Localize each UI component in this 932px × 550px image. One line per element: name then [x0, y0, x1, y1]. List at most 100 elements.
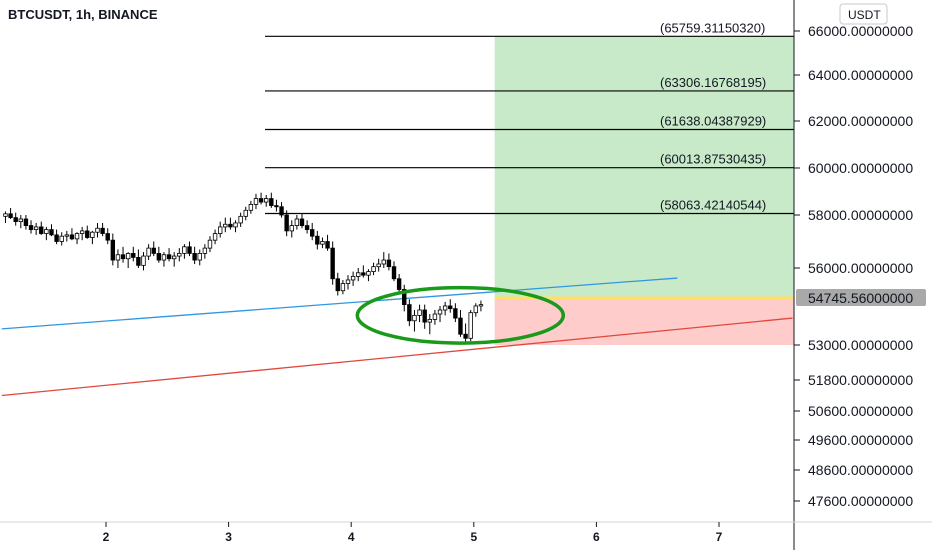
candle-body — [350, 275, 356, 281]
highlight-ellipse[interactable] — [355, 285, 566, 345]
y-tick-label: 64000.00000000 — [808, 67, 913, 83]
candle-body — [13, 217, 18, 223]
y-tick-label: 66000.00000000 — [808, 23, 913, 39]
candle-body — [453, 308, 458, 319]
candle-body — [427, 319, 432, 323]
candle-body — [207, 239, 213, 249]
candle-body — [202, 247, 208, 254]
y-tick-label: 58000.00000000 — [808, 207, 913, 223]
y-tick-label: 60000.00000000 — [808, 160, 913, 176]
candle-body — [391, 266, 397, 280]
candle-body — [212, 233, 218, 241]
candle-body — [335, 278, 340, 292]
candle-body — [115, 254, 121, 261]
candle-body — [171, 255, 177, 260]
current-price-tag: 54745.56000000 — [796, 289, 926, 306]
y-tick-label: 53000.00000000 — [808, 337, 913, 353]
currency-box[interactable] — [839, 3, 888, 25]
candle-body — [269, 198, 274, 207]
candle-body — [156, 253, 162, 261]
candle-body — [310, 229, 315, 237]
y-tick-label: 62000.00000000 — [808, 113, 913, 129]
candle-body — [187, 246, 192, 254]
currency-selector[interactable]: USDT — [839, 3, 888, 25]
candle-body — [49, 229, 54, 236]
candle-body — [136, 256, 141, 266]
candle-body — [85, 230, 90, 238]
candle-body — [320, 241, 325, 245]
candle-body — [79, 230, 85, 234]
fib-level-label: (61638.04387929) — [660, 114, 766, 129]
candle-body — [299, 218, 305, 227]
candle-body — [330, 247, 335, 280]
y-tick-label: 49600.00000000 — [808, 432, 913, 448]
time-axis[interactable]: 2 3 4 5 6 7 — [103, 522, 723, 544]
candle-body — [386, 259, 392, 268]
y-tick-label: 56000.00000000 — [808, 260, 913, 276]
fib-level-label: (63306.16768195) — [660, 75, 766, 90]
candle-body — [238, 215, 243, 224]
fib-level-label: (58063.42140544) — [660, 198, 766, 213]
candle-body — [442, 305, 448, 311]
candle-body — [371, 266, 376, 272]
candle-body — [95, 227, 100, 233]
candle-body — [23, 218, 29, 227]
x-tick-label: 6 — [593, 530, 600, 544]
candle-body — [161, 254, 167, 261]
candle-body — [463, 333, 468, 339]
candle-body — [458, 317, 463, 335]
candle-body — [340, 283, 346, 292]
y-tick-label: 48600.00000000 — [808, 462, 913, 478]
candle-body — [345, 279, 351, 284]
candle-body — [396, 278, 402, 290]
candle-body — [294, 218, 300, 227]
candle-body — [315, 235, 320, 245]
y-tick-label: 51800.00000000 — [808, 372, 913, 388]
candle-body — [105, 233, 110, 241]
candle-body — [381, 259, 386, 265]
y-tick-label: 50600.00000000 — [808, 403, 913, 419]
candle-body — [432, 313, 438, 320]
candle-body — [131, 253, 136, 258]
candle-body — [407, 304, 412, 322]
candle-body — [284, 214, 289, 232]
fib-level-label: (60013.87530435) — [660, 152, 766, 167]
candle-body — [8, 213, 13, 219]
candlesticks — [3, 192, 484, 343]
candle-body — [90, 231, 95, 238]
candle-body — [264, 198, 269, 203]
candle-body — [228, 223, 233, 228]
price-axis[interactable]: 66000.00000000 64000.00000000 62000.000000… — [794, 23, 913, 509]
blue-trendline[interactable] — [1, 277, 678, 330]
candle-body — [356, 272, 361, 277]
candle-body — [18, 218, 24, 223]
fib-level-label: (65759.31150320) — [660, 20, 765, 35]
candle-body — [412, 314, 417, 322]
red-trendline[interactable] — [1, 317, 793, 397]
candle-body — [192, 253, 197, 261]
candle-body — [64, 234, 70, 237]
candle-body — [243, 209, 248, 217]
candle-body — [233, 222, 238, 228]
candle-body — [274, 205, 279, 208]
x-tick-label: 3 — [225, 530, 232, 544]
candle-body — [253, 198, 259, 205]
stop-loss-zone[interactable] — [494, 298, 794, 345]
candle-body — [74, 233, 80, 240]
candle-body — [3, 213, 8, 217]
candle-body — [197, 253, 202, 261]
currency-label: USDT — [848, 8, 881, 22]
candle-body — [376, 263, 381, 268]
candle-body — [100, 227, 105, 234]
candle-body — [182, 246, 187, 254]
chart-title: BTCUSDT, 1h, BINANCE — [8, 7, 158, 22]
candle-body — [258, 198, 264, 203]
candle-body — [468, 312, 473, 339]
candle-body — [28, 225, 34, 230]
candle-body — [151, 247, 156, 254]
candle-body — [39, 226, 44, 234]
trendlines — [1, 277, 793, 397]
x-tick-label: 4 — [348, 530, 355, 544]
candle-body — [417, 309, 422, 316]
